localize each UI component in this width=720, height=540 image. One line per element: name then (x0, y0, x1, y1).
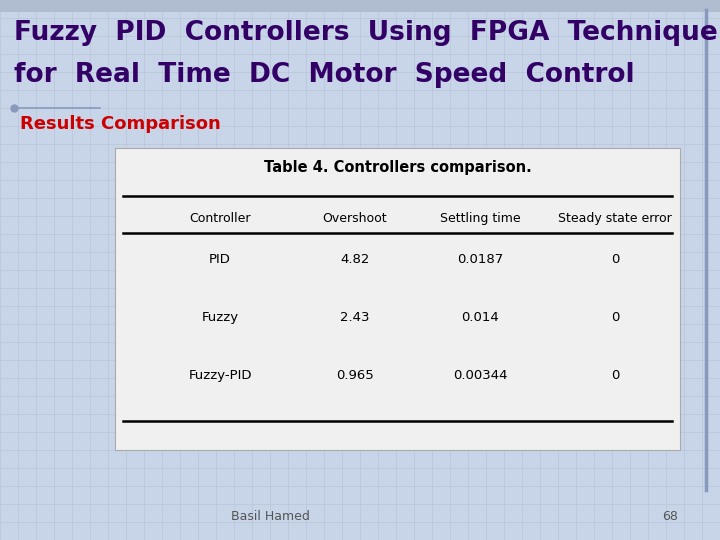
Text: Controller: Controller (189, 212, 251, 225)
Text: Settling time: Settling time (440, 212, 521, 225)
Text: Table 4. Controllers comparison.: Table 4. Controllers comparison. (264, 160, 531, 175)
Text: 0.014: 0.014 (461, 311, 499, 324)
Text: 0.0187: 0.0187 (457, 253, 503, 266)
Text: 68: 68 (662, 510, 678, 523)
Text: 4.82: 4.82 (341, 253, 369, 266)
Text: Results Comparison: Results Comparison (20, 115, 221, 133)
FancyBboxPatch shape (0, 0, 720, 12)
Text: 0.965: 0.965 (336, 369, 374, 382)
Text: Basil Hamed: Basil Hamed (230, 510, 310, 523)
Text: PID: PID (209, 253, 231, 266)
Text: Overshoot: Overshoot (323, 212, 387, 225)
Text: 2.43: 2.43 (341, 311, 370, 324)
Text: 0: 0 (611, 311, 619, 324)
Text: Fuzzy: Fuzzy (202, 311, 238, 324)
Text: 0: 0 (611, 369, 619, 382)
Text: for  Real  Time  DC  Motor  Speed  Control: for Real Time DC Motor Speed Control (14, 62, 634, 88)
Text: 0.00344: 0.00344 (453, 369, 508, 382)
Text: Fuzzy-PID: Fuzzy-PID (188, 369, 252, 382)
FancyBboxPatch shape (115, 148, 680, 450)
Text: 0: 0 (611, 253, 619, 266)
Text: Steady state error: Steady state error (558, 212, 672, 225)
Text: Fuzzy  PID  Controllers  Using  FPGA  Technique: Fuzzy PID Controllers Using FPGA Techniq… (14, 20, 718, 46)
